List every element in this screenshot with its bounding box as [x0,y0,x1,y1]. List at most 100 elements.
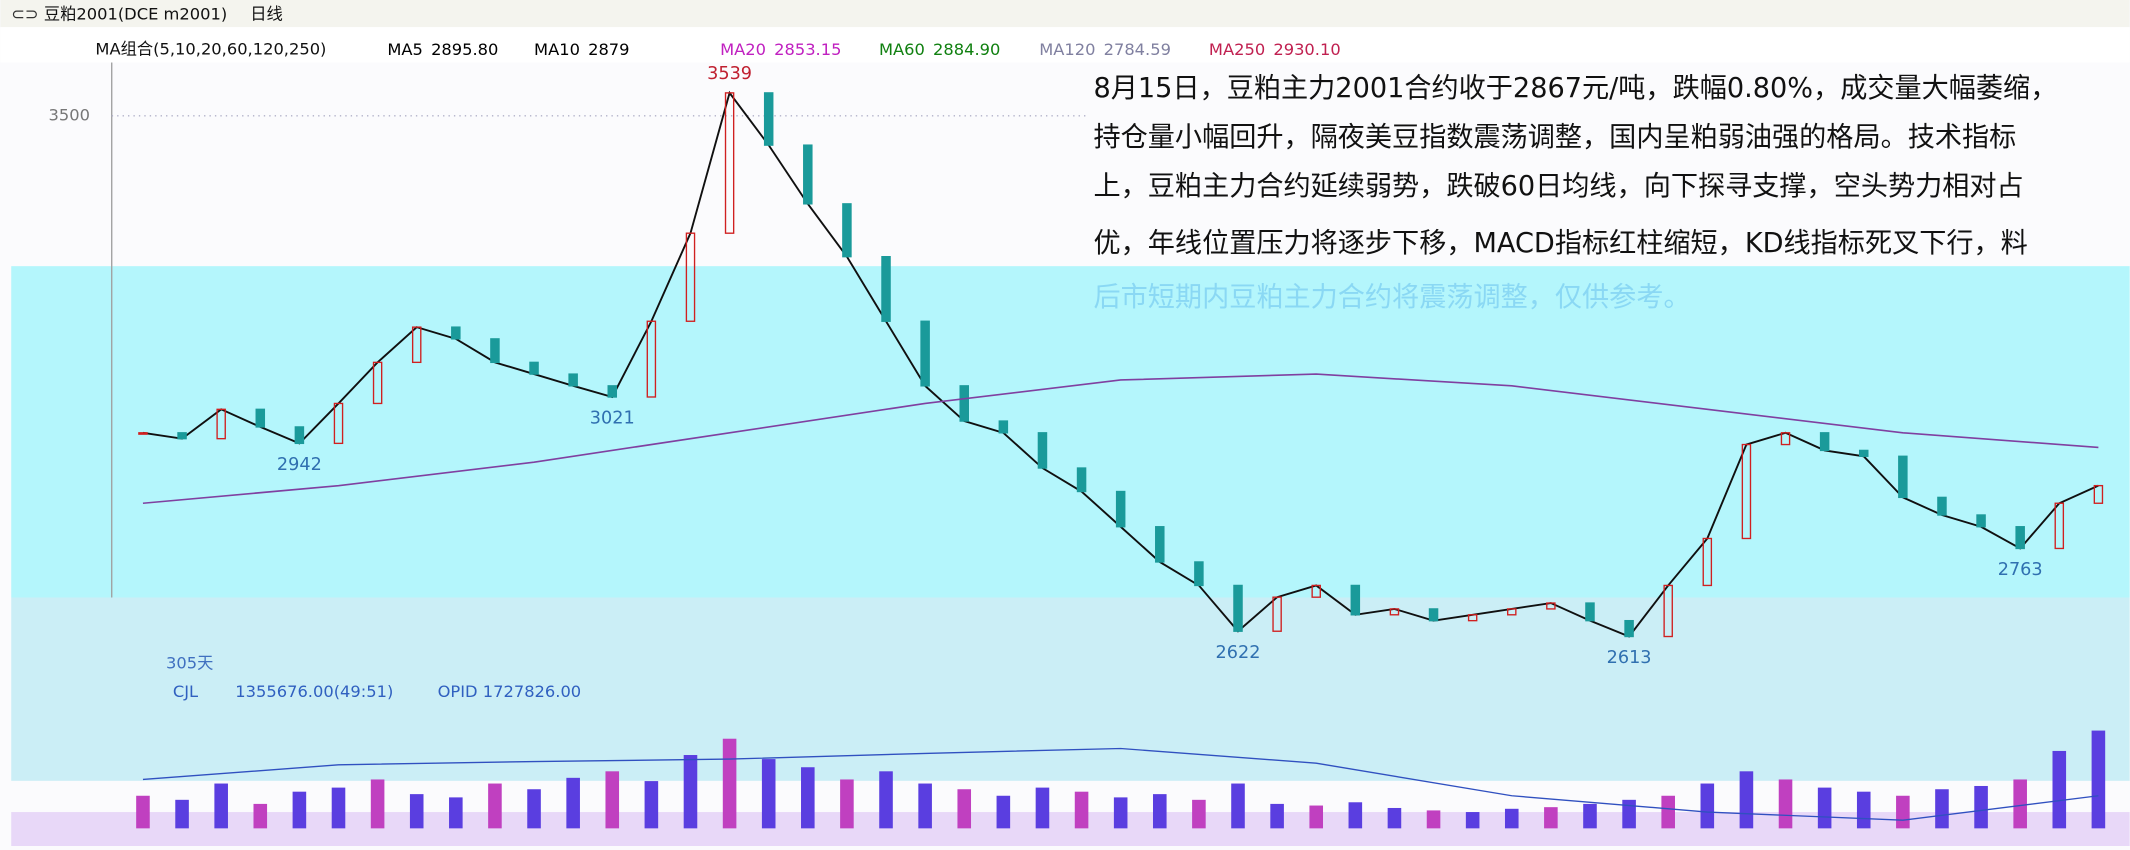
candle [372,361,383,405]
legend-name: MA60 [879,40,925,59]
commentary-line: 优，年线位置压力将逐步下移，MACD指标红柱缩短，KD线指标死叉下行，料 [1094,228,2028,259]
candle [2015,526,2025,550]
overlay [11,812,2130,846]
volume-bar [1622,799,1636,829]
volume-bar [1074,791,1089,829]
volume-bar [1700,783,1715,829]
volume-bar [2091,730,2106,829]
commentary-line: 8月15日，豆粕主力2001合约收于2867元/吨，跌幅0.80%，成交量大幅萎… [1094,73,2058,104]
volume-bar [1856,791,1871,829]
volume-bar [840,779,854,829]
volume-bar [566,777,580,829]
legend-name: MA20 [720,40,766,59]
legend-name: MA5 [387,40,423,59]
candle [568,373,578,387]
volume-bar [1661,795,1675,829]
icon: ⊂⊃ [11,4,38,23]
candle [1585,602,1595,622]
volume-bar [1192,799,1206,829]
candle [333,402,344,445]
legend-entry: MA5 2895.80 [387,40,498,59]
volume-bar [1935,789,1949,829]
volume-bar [175,799,189,829]
candle [1741,443,1752,540]
symbol[interactable]: 豆粕2001(DCE m2001) [44,4,227,23]
volume-bar [1152,794,1167,829]
days: 305天 [166,654,213,673]
candle [411,326,422,364]
candle [1976,514,1986,528]
volume-bar [1974,785,1988,829]
candle [294,426,305,445]
overlay [11,266,2130,598]
legend-bar [0,27,2130,63]
candle [490,338,500,364]
legend-name: MA250 [1209,40,1265,59]
legend-name: MA10 [534,40,580,59]
ma-group[interactable]: MA组合(5,10,20,60,120,250) [95,40,326,59]
candle [216,408,226,440]
period[interactable]: 日线 [250,4,283,23]
legend-entry: MA250 2930.10 [1209,40,1341,59]
candle [1546,602,1556,610]
candle [1194,561,1204,587]
candle [1858,449,1869,457]
volume-bar [605,771,620,829]
candle [1076,467,1087,493]
volume-bar [1739,771,1754,829]
indicator[interactable]: CJL [173,682,198,701]
volume-bar [409,794,424,829]
volume-bar [1035,787,1050,829]
extreme-label: 2942 [277,455,322,475]
legend-value: 2895.80 [431,40,498,59]
volume-text: 1355676.00(49:51) [235,682,393,701]
volume-bar [253,803,268,829]
candle [998,420,1009,434]
volume-bar [2013,779,2027,829]
candle [1233,584,1243,632]
candle [803,144,813,205]
volume-bar [879,771,893,829]
volume-bar [1231,783,1245,829]
volume-bar [527,789,541,829]
volume-bar [292,791,307,829]
legend-value: 2784.59 [1104,40,1171,59]
candle [1780,432,1791,446]
volume-bar [1544,807,1558,829]
legend-value: 2930.10 [1273,40,1340,59]
extreme-label: 2613 [1607,648,1652,668]
volume-bar [1465,812,1480,829]
candle [255,408,266,428]
volume-bar [996,795,1011,829]
candle [763,92,774,146]
commentary-line: 持仓量小幅回升，隔夜美豆指数震荡调整，国内呈粕弱油强的格局。技术指标 [1094,122,2017,153]
volume-bar [2052,750,2067,829]
commentary: 8月15日，豆粕主力2001合约收于2867元/吨，跌幅0.80%，成交量大幅萎… [1094,73,2058,313]
legend-entry: MA10 2879 [534,40,629,59]
candle [1311,584,1321,598]
legend-value: 2853.15 [774,40,841,59]
volume-bar [1896,795,1910,829]
plot: 3500 3539 2942 3021 2622 2613 2763 [49,64,2106,829]
candle [959,385,969,422]
volume-bar [957,789,972,829]
title-bar [0,0,2130,28]
volume-bar [136,795,150,829]
candle [1819,432,1830,452]
legend-entry: MA120 2784.59 [1039,40,1171,59]
commentary-line: 上，豆粕主力合约延续弱势，跌破60日均线，向下探寻支撑，空头势力相对占 [1094,171,2024,202]
candle [1507,608,1517,616]
candle [1115,490,1126,528]
legend: MA5 2895.80 MA10 2879 MA20 2853.15 MA60 2884.90… [387,40,1340,59]
candle [1272,596,1282,632]
volume-bar [644,781,659,829]
candle [2093,484,2104,504]
commentary-line: 后市短期内豆粕主力合约将震荡调整，仅供参考。 [1094,282,1691,313]
volume-bar [331,787,346,829]
volume-bar [918,783,932,829]
volume-bar [449,797,463,829]
volume-bar [801,767,815,829]
volume-bar [1504,808,1519,829]
candle [1937,496,1947,516]
